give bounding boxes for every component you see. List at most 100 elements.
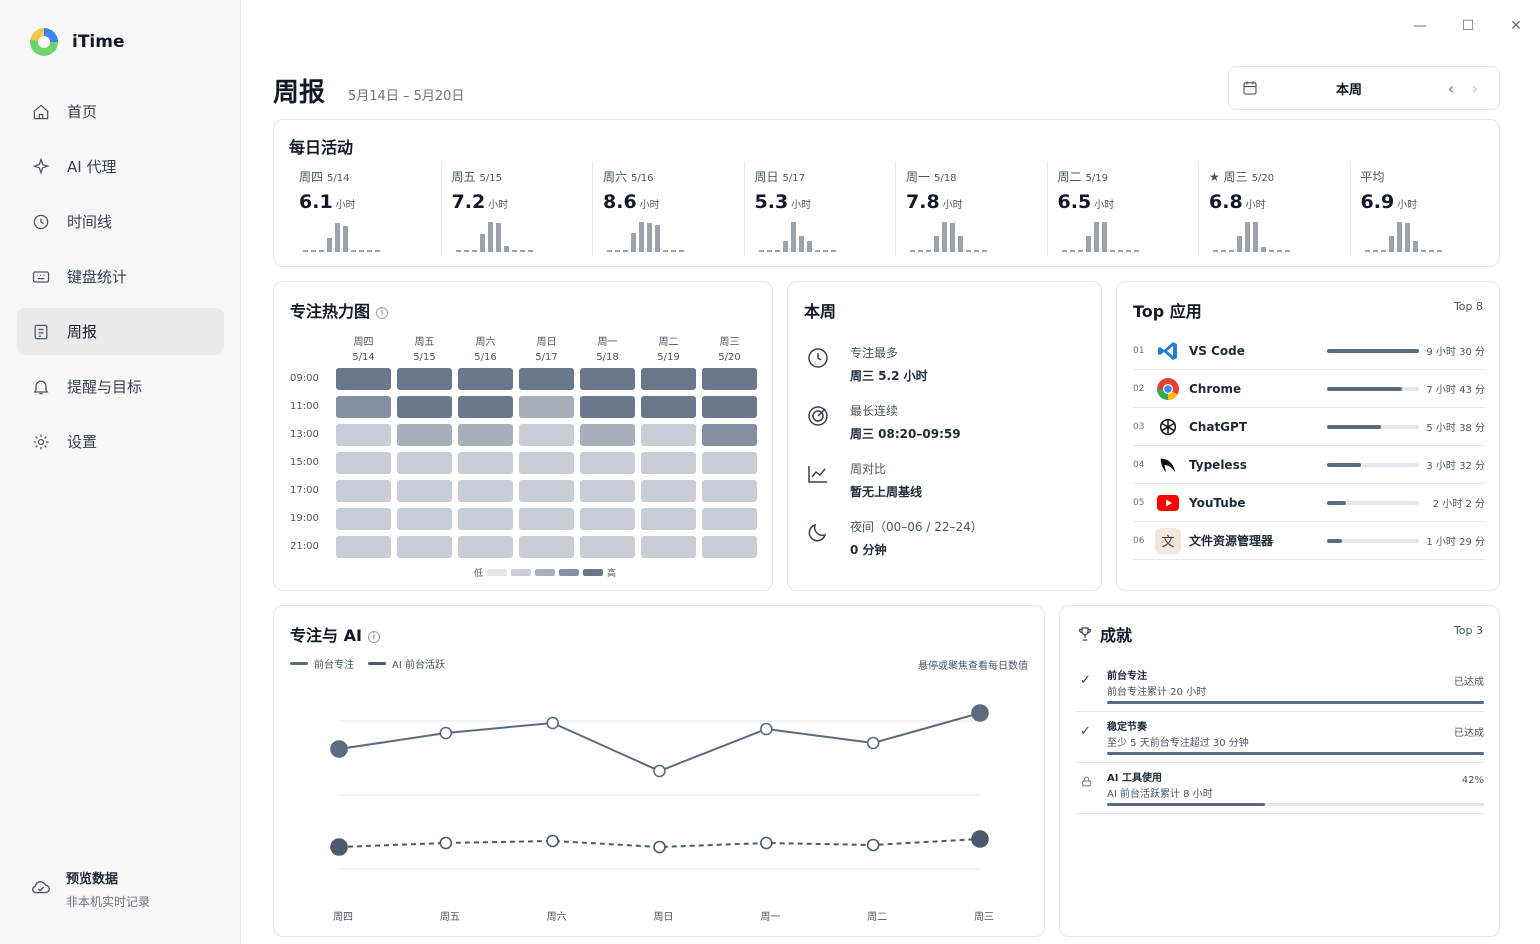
data-point[interactable] xyxy=(439,836,453,850)
nav-item-1[interactable]: AI 代理 xyxy=(17,143,224,190)
app-row[interactable]: 02 Chrome 7 小时 43 分 xyxy=(1133,370,1485,408)
week-picker[interactable]: 本周 ‹ › xyxy=(1228,66,1500,110)
nav-item-label: AI 代理 xyxy=(67,158,117,176)
data-point[interactable] xyxy=(971,830,989,848)
heatmap-cell[interactable] xyxy=(702,508,757,530)
heatmap-cell[interactable] xyxy=(397,508,452,530)
info-icon[interactable]: i xyxy=(367,630,380,643)
app-row[interactable]: 03 ChatGPT 5 小时 38 分 xyxy=(1133,408,1485,446)
nav-item-4[interactable]: 周报 xyxy=(17,308,224,355)
close-button[interactable]: ✕ xyxy=(1510,18,1522,34)
heatmap-cell[interactable] xyxy=(641,368,696,390)
minimize-button[interactable]: — xyxy=(1413,18,1427,34)
info-icon[interactable]: i xyxy=(376,306,389,319)
previous-week-button[interactable]: ‹ xyxy=(1447,78,1455,98)
day-unit: 小时 xyxy=(791,200,812,211)
heatmap-cell[interactable] xyxy=(397,424,452,446)
heatmap-cell[interactable] xyxy=(336,480,391,502)
heatmap-cell[interactable] xyxy=(519,508,574,530)
nav-item-5[interactable]: 提醒与目标 xyxy=(17,363,224,410)
spark-bar xyxy=(1229,250,1234,252)
nav-item-2[interactable]: 时间线 xyxy=(17,198,224,245)
heatmap-cell[interactable] xyxy=(580,424,635,446)
heatmap-cell[interactable] xyxy=(519,424,574,446)
data-point[interactable] xyxy=(546,716,559,730)
data-point[interactable] xyxy=(866,838,880,852)
heatmap-cell[interactable] xyxy=(519,480,574,502)
heatmap-cell[interactable] xyxy=(580,536,635,558)
spark-bar xyxy=(1077,250,1083,252)
heatmap-cell[interactable] xyxy=(580,480,635,502)
heatmap-cell[interactable] xyxy=(397,396,452,418)
heatmap-cell[interactable] xyxy=(397,536,452,558)
spark-bar xyxy=(655,225,660,252)
data-point[interactable] xyxy=(546,834,559,848)
data-point[interactable] xyxy=(653,840,666,854)
heatmap-cell[interactable] xyxy=(702,424,757,446)
app-row[interactable]: 06 文文件资源管理器 1 小时 29 分 xyxy=(1133,522,1485,560)
app-row[interactable]: 01 VS Code 9 小时 30 分 xyxy=(1133,332,1485,370)
heatmap-cell[interactable] xyxy=(641,452,696,474)
heatmap-cell[interactable] xyxy=(397,452,452,474)
nav-item-3[interactable]: 键盘统计 xyxy=(17,253,224,300)
achievement-row[interactable]: ✓ 前台专注 前台专注累计 20 小时 已达成 xyxy=(1076,661,1484,712)
achievement-row[interactable]: ✓ 稳定节奏 至少 5 天前台专注超过 30 分钟 已达成 xyxy=(1076,712,1484,763)
week-label: 本周 xyxy=(1335,82,1362,98)
heatmap-cell[interactable] xyxy=(458,480,513,502)
heatmap-cell[interactable] xyxy=(519,368,574,390)
app-row[interactable]: 04 Typeless 3 小时 32 分 xyxy=(1133,446,1485,484)
heatmap-cell[interactable] xyxy=(458,424,513,446)
heatmap-cell[interactable] xyxy=(519,536,574,558)
heatmap-cell[interactable] xyxy=(702,452,757,474)
heatmap-cell[interactable] xyxy=(641,480,696,502)
focus-ai-line-chart[interactable]: 周四 周五 周六 周日 周一 周二 周三 xyxy=(274,606,1046,938)
heatmap-cell[interactable] xyxy=(641,424,696,446)
data-point[interactable] xyxy=(439,726,453,740)
heatmap-cell[interactable] xyxy=(336,424,391,446)
heatmap-cell[interactable] xyxy=(336,452,391,474)
heatmap-cell[interactable] xyxy=(580,508,635,530)
heatmap-cell[interactable] xyxy=(641,396,696,418)
bell-icon xyxy=(33,380,49,394)
data-point[interactable] xyxy=(971,704,989,722)
heatmap-cell[interactable] xyxy=(336,536,391,558)
data-point[interactable] xyxy=(330,838,348,856)
app-row[interactable]: 05 YouTube 2 小时 2 分 xyxy=(1133,484,1485,522)
day-date: 5/18 xyxy=(934,173,957,184)
heatmap-cell[interactable] xyxy=(702,480,757,502)
heatmap-cell[interactable] xyxy=(702,396,757,418)
day-sparkline xyxy=(1213,218,1290,252)
heatmap-cell[interactable] xyxy=(336,368,391,390)
data-point[interactable] xyxy=(866,736,880,750)
heatmap-cell[interactable] xyxy=(641,536,696,558)
data-point[interactable] xyxy=(760,836,773,850)
heatmap-cell[interactable] xyxy=(641,508,696,530)
heatmap-cell[interactable] xyxy=(519,396,574,418)
heatmap-cell[interactable] xyxy=(336,396,391,418)
heatmap-cell[interactable] xyxy=(397,368,452,390)
data-point[interactable] xyxy=(330,740,348,758)
day-unit: 小时 xyxy=(1397,200,1418,211)
next-week-button[interactable]: › xyxy=(1471,78,1479,98)
heatmap-cell[interactable] xyxy=(580,396,635,418)
heatmap-cell[interactable] xyxy=(458,536,513,558)
maximize-button[interactable]: ☐ xyxy=(1461,18,1475,34)
heatmap-cell[interactable] xyxy=(336,508,391,530)
nav-item-6[interactable]: 设置 xyxy=(17,418,224,465)
heatmap-cell[interactable] xyxy=(458,508,513,530)
heatmap-cell[interactable] xyxy=(580,452,635,474)
heatmap-day: 周二 xyxy=(658,337,679,348)
heatmap-cell[interactable] xyxy=(397,480,452,502)
heatmap-cell[interactable] xyxy=(702,536,757,558)
heatmap-cell[interactable] xyxy=(458,452,513,474)
heatmap-cell[interactable] xyxy=(458,368,513,390)
heatmap-cell[interactable] xyxy=(580,368,635,390)
heatmap-cell[interactable] xyxy=(702,368,757,390)
data-point[interactable] xyxy=(653,764,666,778)
nav-item-0[interactable]: 首页 xyxy=(17,88,224,135)
achievement-row[interactable]: AI 工具使用 AI 前台活跃累计 8 小时 42% xyxy=(1076,763,1484,814)
achievement-desc: 至少 5 天前台专注超过 30 分钟 xyxy=(1107,738,1249,749)
heatmap-cell[interactable] xyxy=(458,396,513,418)
heatmap-cell[interactable] xyxy=(519,452,574,474)
data-point[interactable] xyxy=(760,722,773,736)
